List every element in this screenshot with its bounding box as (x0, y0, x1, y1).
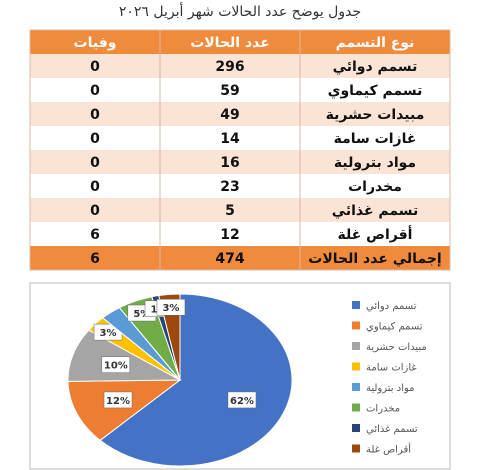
table-title: جدول يوضح عدد الحالات شهر أبريل ٢٠٢٦ (119, 2, 361, 20)
table-row-cell: 0 (90, 155, 100, 171)
table-row-bg (30, 150, 450, 174)
table-row-cell: 0 (90, 203, 100, 219)
value-label: 62% (230, 396, 254, 407)
value-label: 10% (104, 361, 128, 372)
table-border (29, 29, 451, 271)
table-row-cell: تسمم كيماوي (328, 83, 423, 100)
value-label-box (101, 356, 131, 373)
value-label-box (156, 298, 186, 316)
legend-swatch (352, 383, 360, 391)
pie-slice (158, 293, 181, 381)
table-row-cell: 49 (220, 107, 239, 123)
table-row-cell: 0 (90, 131, 100, 147)
table-row-cell: 0 (90, 107, 100, 123)
value-label: 3% (100, 328, 117, 339)
header-row-cell: وفيات (74, 35, 117, 51)
table-row-bg (30, 78, 450, 102)
legend-swatch (352, 403, 360, 412)
table-row-cell: 12 (220, 227, 239, 243)
legend-label: تسمم غذائي (366, 424, 418, 435)
table-row-bg (30, 126, 450, 150)
table-row-cell: 23 (220, 179, 239, 195)
total-row-bg (30, 246, 450, 270)
total-row-cell: 6 (90, 251, 100, 267)
table-row-cell: 296 (215, 59, 244, 75)
value-label: 12% (106, 396, 130, 407)
table-row-bg (30, 198, 450, 222)
value-label: 3% (162, 303, 179, 314)
pie-slice (99, 293, 293, 467)
value-label: 5% (133, 309, 150, 320)
header-row-cell: عدد الحالات (190, 35, 270, 51)
legend-label: غازات سامة (366, 363, 417, 374)
pie-slice (67, 329, 182, 382)
table-row-cell: 59 (220, 83, 239, 99)
total-row-cell: 474 (215, 251, 244, 267)
value-label-box (227, 391, 257, 409)
table-row-bg (30, 102, 450, 126)
table-row-cell: 0 (90, 83, 100, 99)
table-row-cell: مبيدات حشرية (326, 107, 425, 123)
legend-label: تسمم كيماوي (366, 322, 423, 333)
pie-slice (67, 379, 182, 441)
table-row-cell: أقراص غلة (338, 225, 413, 243)
legend-swatch (352, 301, 360, 309)
table-row-cell: مواد بترولية (334, 155, 416, 171)
table-row-bg (30, 174, 450, 198)
total-row-cell: إجمالي عدد الحالات (308, 251, 441, 267)
legend-label: مخدرات (366, 404, 400, 415)
table-row-bg (30, 222, 450, 246)
table-row-cell: تسمم دوائي (333, 59, 418, 75)
table-row-cell: 0 (90, 179, 100, 195)
legend-swatch (352, 444, 360, 453)
legend-swatch (352, 342, 360, 350)
legend-swatch (352, 362, 360, 371)
table-row-cell: 16 (220, 155, 239, 171)
table-row-cell: تسمم غذائي (332, 203, 419, 219)
legend-swatch (352, 424, 360, 432)
header-row-bg (30, 30, 450, 54)
table-row-cell: غازات سامة (334, 131, 417, 147)
table-row-cell: 6 (90, 227, 100, 243)
legend-label: تسمم دوائي (366, 301, 417, 312)
table-row-bg (30, 54, 450, 78)
legend-label: أقراص غلة (366, 443, 411, 456)
value-label-box (103, 391, 133, 409)
table-row-cell: 0 (90, 59, 100, 75)
legend-swatch (352, 321, 360, 330)
table-row-cell: 14 (220, 131, 240, 147)
legend-label: مواد بترولية (366, 383, 415, 394)
header-row-cell: نوع التسمم (336, 35, 415, 51)
table-row-cell: مخدرات (348, 179, 402, 195)
legend-label: مبيدات حشرية (366, 342, 427, 353)
table-row-cell: 5 (225, 203, 235, 219)
